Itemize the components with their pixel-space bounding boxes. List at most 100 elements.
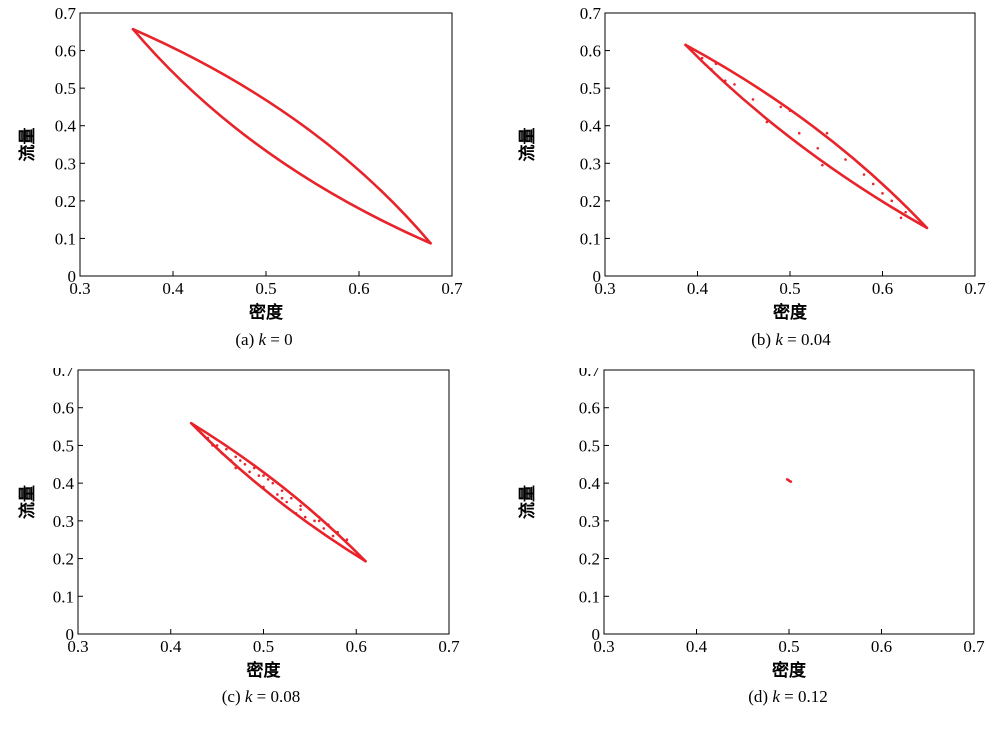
y-tick-label: 0.4 — [579, 474, 601, 493]
y-tick-label: 0.2 — [579, 550, 600, 569]
data-point — [723, 79, 727, 82]
data-point — [844, 158, 847, 161]
y-tick-label: 0.5 — [55, 79, 76, 98]
x-tick-label: 0.6 — [871, 637, 892, 656]
y-tick-label: 0 — [66, 625, 75, 644]
data-point — [881, 192, 884, 195]
data-point — [285, 500, 288, 504]
y-tick-label: 0.6 — [580, 42, 601, 61]
loop-lower-branch — [684, 43, 929, 230]
x-tick-label: 0.5 — [779, 279, 800, 298]
caption-k-value: = 0.12 — [784, 687, 828, 706]
loop-lower-branch — [189, 421, 367, 563]
data-point — [294, 512, 298, 515]
x-tick-label: 0.6 — [348, 279, 369, 298]
data-point — [733, 83, 736, 86]
x-axis-title: 密度 — [249, 302, 284, 323]
caption-prefix: (b) — [751, 330, 772, 349]
data-point — [336, 530, 340, 534]
data-point — [700, 56, 704, 60]
data-point — [211, 444, 214, 447]
caption-k-value: = 0 — [270, 330, 293, 349]
y-tick-label: 0.1 — [53, 587, 74, 606]
data-point — [229, 459, 233, 462]
x-tick-label: 0.7 — [438, 637, 460, 656]
x-tick-label: 0.4 — [160, 637, 182, 656]
chart-d: 0.3 0.4 0.5 0.6 0.7 0 0.1 0.2 0.3 0.4 0.5 0.6 0.7 密度 流… — [517, 368, 985, 681]
data-point — [904, 210, 907, 214]
loop-lower-branch — [131, 27, 432, 245]
data-point — [765, 120, 769, 124]
chart-panel-a: 0.3 0.4 0.5 0.6 0.7 0 0.1 0.2 0.3 0.4 0.5 0.6 0.7 密度 流… — [0, 0, 500, 368]
y-tick-label: 0 — [592, 625, 601, 644]
y-tick-label: 0.3 — [579, 512, 600, 531]
plot-frame — [604, 12, 976, 277]
y-axis-title: 流量 — [517, 485, 538, 519]
x-tick-label: 0.3 — [594, 279, 615, 298]
y-axis-title: 流量 — [517, 128, 538, 162]
y-tick-label: 0.1 — [580, 229, 601, 248]
data-point — [788, 479, 792, 483]
data-point — [327, 523, 330, 526]
data-point — [215, 444, 219, 447]
caption-k-symbol: k — [258, 330, 267, 349]
y-tick-label: 0.4 — [53, 474, 75, 493]
y-tick-label: 0.5 — [53, 436, 74, 455]
y-tick-label: 0.3 — [53, 512, 74, 531]
y-axis-title: 流量 — [17, 485, 38, 519]
y-tick-label: 0.7 — [579, 368, 601, 380]
caption-prefix: (d) — [748, 687, 769, 706]
data-point — [280, 489, 284, 492]
chart-panel-c: 0.3 0.4 0.5 0.6 0.7 0 0.1 0.2 0.3 0.4 0.5 0.6 0.7 密度 流… — [0, 368, 500, 736]
y-tick-label: 0.6 — [53, 399, 74, 418]
data-point — [299, 504, 302, 508]
x-tick-label: 0.5 — [255, 279, 276, 298]
data-point — [751, 98, 755, 101]
y-tick-label: 0.3 — [580, 154, 601, 173]
loop-upper-branch — [131, 27, 432, 245]
y-tick-label: 0.4 — [55, 117, 77, 136]
data-point — [252, 466, 256, 470]
data-point — [280, 496, 284, 500]
data-point — [234, 455, 237, 459]
x-tick-label: 0.5 — [778, 637, 799, 656]
caption-d: (d) k = 0.12 — [748, 687, 827, 707]
y-tick-label: 0.2 — [55, 192, 76, 211]
data-point — [317, 519, 321, 523]
x-axis-title: 密度 — [773, 302, 808, 323]
chart-b: 0.3 0.4 0.5 0.6 0.7 0 0.1 0.2 0.3 0.4 0.5 0.6 0.7 密度 流… — [517, 4, 986, 323]
data-point — [890, 199, 894, 203]
data-point — [862, 173, 866, 176]
y-axis-title: 流量 — [17, 128, 38, 162]
data-point — [243, 462, 247, 466]
data-point — [271, 481, 275, 485]
data-point — [276, 493, 279, 496]
y-tick-label: 0.6 — [55, 42, 76, 61]
data-point — [290, 496, 293, 500]
x-tick-label: 0.3 — [67, 637, 88, 656]
x-axis-title: 密度 — [772, 660, 807, 681]
y-tick-label: 0.5 — [580, 79, 601, 98]
data-point — [257, 474, 261, 477]
data-point — [710, 68, 713, 71]
data-point — [248, 470, 251, 474]
x-tick-label: 0.3 — [593, 637, 614, 656]
data-point — [797, 131, 801, 135]
data-point — [308, 508, 312, 511]
data-point — [206, 436, 210, 440]
y-tick-label: 0.2 — [53, 550, 74, 569]
y-tick-label: 0.7 — [55, 4, 77, 23]
data-point — [225, 447, 228, 451]
data-point — [299, 508, 302, 511]
y-tick-label: 0.7 — [580, 4, 602, 23]
x-tick-label: 0.7 — [963, 637, 985, 656]
caption-prefix: (a) — [235, 330, 255, 349]
x-tick-label: 0.7 — [964, 279, 986, 298]
caption-k-value: = 0.04 — [787, 330, 831, 349]
y-tick-label: 0.3 — [55, 154, 76, 173]
data-point — [821, 163, 824, 167]
data-point — [871, 182, 875, 186]
data-point — [322, 527, 326, 530]
x-tick-label: 0.3 — [69, 279, 90, 298]
x-axis-title: 密度 — [247, 660, 282, 681]
